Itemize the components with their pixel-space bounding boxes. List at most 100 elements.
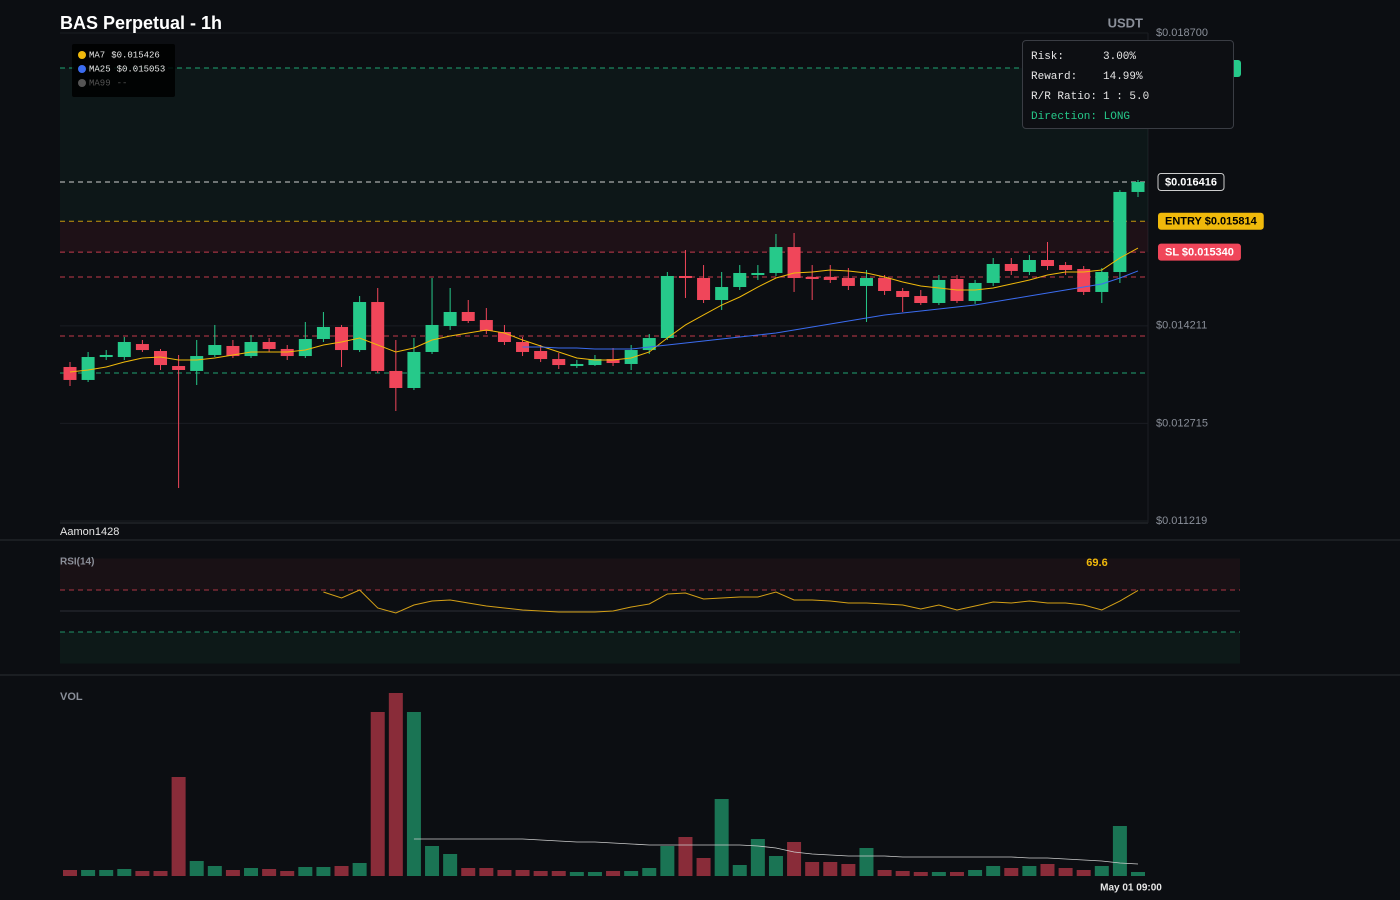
candle-body <box>986 263 1000 283</box>
volume-bar <box>497 870 512 876</box>
volume-bar <box>805 862 820 876</box>
direction-label: Direction: <box>1031 111 1098 123</box>
volume-bar <box>1094 866 1109 876</box>
candle-body <box>117 342 131 358</box>
candle-body <box>769 247 783 273</box>
risk-row: Reward: 14.99% <box>1031 67 1225 87</box>
level-label-text: ENTRY $0.015814 <box>1165 216 1258 228</box>
volume-bar <box>750 839 765 876</box>
candle-body <box>534 351 548 360</box>
x-tick-label: May 01 09:00 <box>1100 883 1162 894</box>
volume-bar <box>841 864 856 876</box>
risk-row: Risk: 3.00% <box>1031 47 1225 67</box>
volume-bar <box>787 842 802 876</box>
legend-dot <box>78 65 86 73</box>
candle-body <box>479 320 493 331</box>
volume-bar <box>425 846 440 876</box>
risk-row: R/R Ratio: 1 : 5.0 <box>1031 87 1225 107</box>
legend-name: MA25 <box>89 64 111 74</box>
volume-bar <box>968 870 983 876</box>
candle-body <box>335 327 349 351</box>
ma-line <box>522 270 1139 350</box>
volume-bar <box>153 871 168 876</box>
volume-bar <box>479 868 494 876</box>
volume-bar <box>624 871 639 876</box>
volume-bar <box>316 867 331 876</box>
level-label: $0.016416 <box>1157 172 1225 191</box>
candle-body <box>823 276 837 280</box>
volume-bar <box>696 858 711 876</box>
rsi-overbought-zone <box>60 558 1240 590</box>
volume-bar <box>877 870 892 876</box>
row-value: 14.99% <box>1103 71 1143 83</box>
volume-bar <box>931 872 946 876</box>
candle-body <box>968 282 982 301</box>
candle-body <box>99 354 113 358</box>
watermark: Aamon1428 <box>60 526 119 538</box>
candle-body <box>244 342 258 357</box>
direction-value: LONG <box>1103 111 1131 123</box>
volume-bar <box>895 871 910 876</box>
legend-box <box>72 44 175 97</box>
volume-bar <box>99 870 114 876</box>
volume-bar <box>913 872 928 876</box>
level-label-box <box>1158 243 1241 261</box>
legend-value: $0.015053 <box>117 64 166 74</box>
volume-bar <box>551 871 566 876</box>
volume-bar <box>388 693 403 876</box>
y-tick-label: $0.011219 <box>1156 515 1207 527</box>
candle-body <box>81 357 95 380</box>
candle-body <box>1095 272 1109 292</box>
candle-body <box>1004 263 1018 271</box>
volume-bar <box>606 871 621 876</box>
volume-bar <box>986 866 1001 876</box>
candle-body <box>678 275 692 279</box>
volume-bar <box>1076 870 1091 876</box>
candle-body <box>660 275 674 339</box>
risk-panel: Risk: 3.00% Reward: 14.99% R/R Ratio: 1 : 5… <box>1022 40 1234 129</box>
candle-body <box>751 272 765 276</box>
candle-body <box>588 359 602 366</box>
candle-body <box>1040 260 1054 267</box>
candle-body <box>407 351 421 388</box>
candle-body <box>715 287 729 300</box>
volume-bar <box>352 863 367 876</box>
price-zone <box>60 68 1148 222</box>
legend-value: $0.015426 <box>111 50 160 60</box>
candle-body <box>859 278 873 286</box>
volume-title: VOL <box>60 691 83 703</box>
candle-body <box>63 366 77 380</box>
candle-body <box>805 276 819 279</box>
candle-body <box>932 279 946 303</box>
candle-body <box>425 324 439 352</box>
rsi-last-value: 69.6 <box>1086 557 1107 569</box>
rsi-title: RSI(14) <box>60 557 94 568</box>
y-tick-label: $0.014211 <box>1156 320 1207 332</box>
volume-bar <box>642 868 657 876</box>
candle-body <box>1113 191 1127 273</box>
volume-bar <box>1004 868 1019 876</box>
price-zone <box>60 221 1148 253</box>
volume-bar <box>280 871 295 876</box>
row-value: 3.00% <box>1103 51 1137 63</box>
candle-body <box>190 356 204 371</box>
volume-bar <box>587 872 602 876</box>
candle-body <box>552 359 566 366</box>
volume-bar <box>533 871 548 876</box>
candle-body <box>226 345 240 357</box>
volume-bar <box>949 872 964 876</box>
volume-bar <box>262 869 277 876</box>
rsi-oversold-zone <box>60 632 1240 664</box>
candle-body <box>606 359 620 364</box>
legend-name: MA99 <box>89 78 111 88</box>
volume-bar <box>732 865 747 876</box>
volume-bar <box>298 867 313 876</box>
volume-bar <box>135 871 150 876</box>
candle-body <box>624 350 638 364</box>
candle-body <box>135 344 149 351</box>
candle-body <box>461 311 475 321</box>
candle-body <box>371 302 385 371</box>
candle-body <box>1022 260 1036 273</box>
